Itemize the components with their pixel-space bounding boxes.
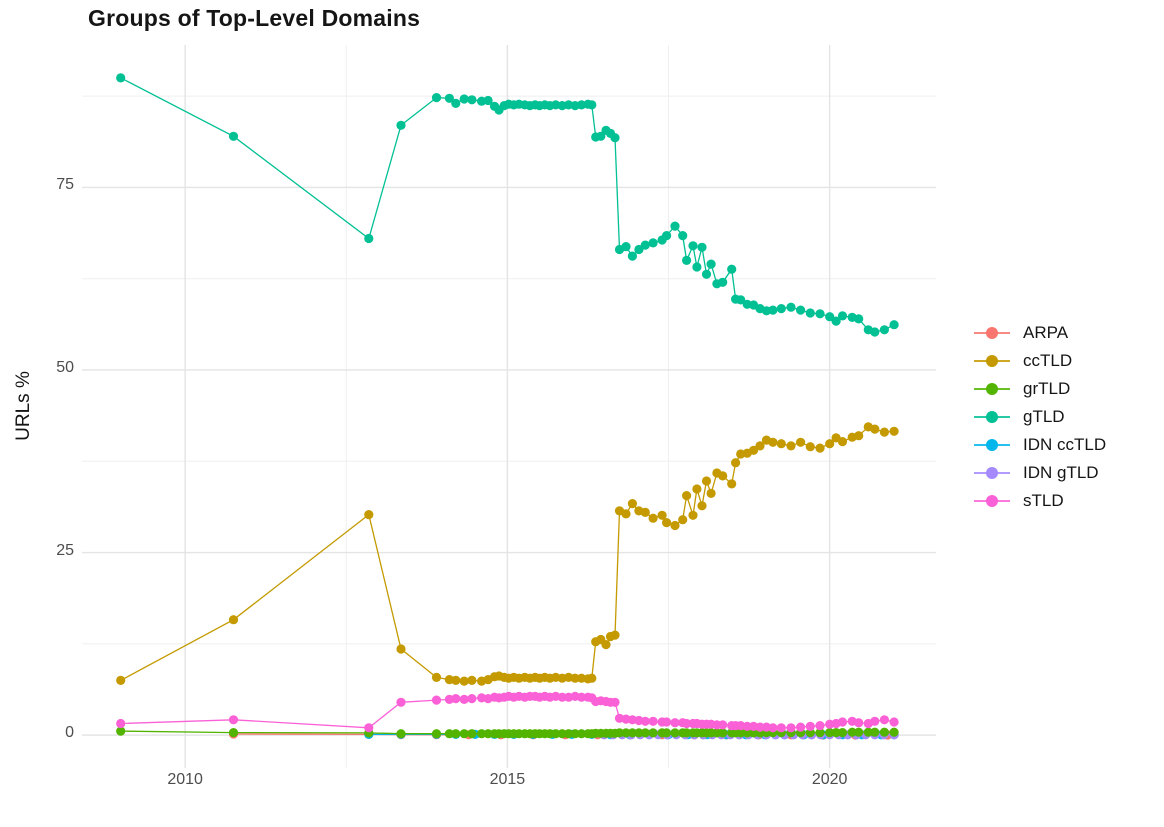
legend-label: grTLD (1023, 379, 1071, 398)
legend-item-grtld: grTLD (974, 375, 1106, 403)
legend-item-gtld: gTLD (974, 403, 1106, 431)
x-tick-label: 2015 (489, 771, 526, 788)
y-tick-label: 0 (65, 724, 74, 742)
legend-key-icon (974, 382, 1010, 396)
legend-key-icon (974, 326, 1010, 340)
legend-label: IDN gTLD (1023, 463, 1099, 482)
legend: ARPA ccTLD grTLD gTLD IDN ccTLD IDN gTLD… (974, 319, 1106, 515)
y-tick-label: 25 (56, 541, 74, 559)
legend-key-icon (974, 438, 1010, 452)
legend-item-idn-gtld: IDN gTLD (974, 459, 1106, 487)
legend-key-icon (974, 354, 1010, 368)
y-tick-label: 50 (56, 358, 74, 376)
y-tick-label: 75 (56, 176, 74, 194)
legend-label: gTLD (1023, 407, 1065, 426)
legend-label: IDN ccTLD (1023, 435, 1107, 454)
legend-item-idn-cctld: IDN ccTLD (974, 431, 1106, 459)
legend-label: ccTLD (1023, 351, 1073, 370)
legend-item-cctld: ccTLD (974, 347, 1106, 375)
legend-key-icon (974, 466, 1010, 480)
chart-title: Groups of Top-Level Domains (88, 5, 421, 31)
legend-label: ARPA (1023, 323, 1069, 342)
x-tick-label: 2020 (811, 771, 848, 788)
x-tick-label: 2010 (167, 771, 203, 788)
legend-key-icon (974, 494, 1010, 508)
legend-item-stld: sTLD (974, 487, 1106, 515)
legend-key-icon (974, 410, 1010, 424)
legend-label: sTLD (1023, 491, 1064, 510)
legend-item-arpa: ARPA (974, 319, 1106, 347)
